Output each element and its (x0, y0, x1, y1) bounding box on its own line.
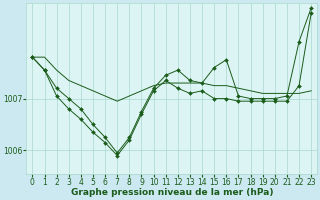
X-axis label: Graphe pression niveau de la mer (hPa): Graphe pression niveau de la mer (hPa) (70, 188, 273, 197)
